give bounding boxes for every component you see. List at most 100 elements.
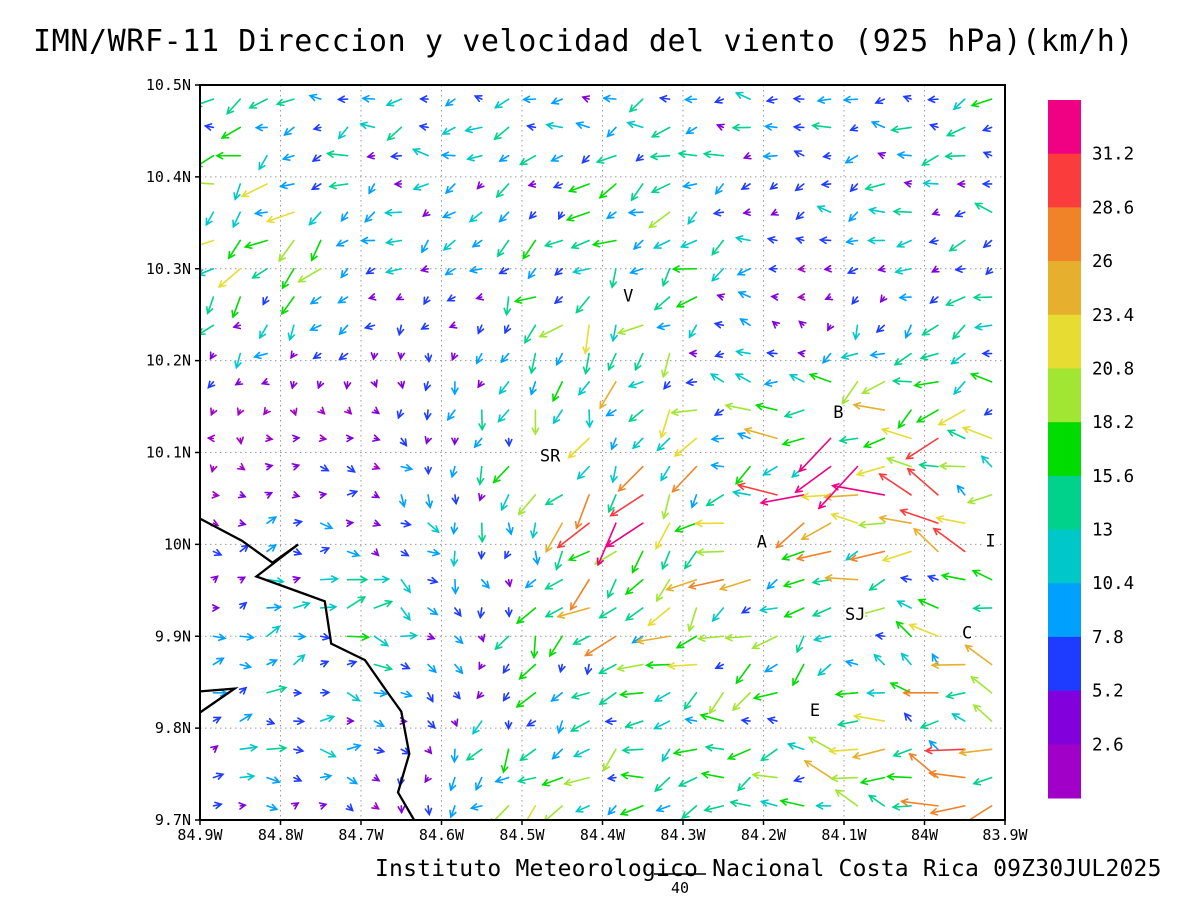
wind-vector bbox=[232, 296, 242, 318]
wind-vector-head bbox=[880, 427, 890, 435]
wind-vector bbox=[891, 126, 912, 131]
wind-vector-head bbox=[931, 208, 941, 216]
wind-vector-head bbox=[576, 471, 585, 480]
wind-vector-head bbox=[779, 798, 789, 806]
wind-vector bbox=[239, 746, 258, 751]
wind-vector bbox=[727, 748, 751, 760]
wind-vector-head bbox=[945, 129, 955, 137]
wind-vector-head bbox=[792, 677, 800, 687]
wind-vector-head bbox=[677, 779, 687, 787]
wind-vector bbox=[266, 578, 284, 583]
wind-vector-head bbox=[610, 333, 618, 343]
wind-vector bbox=[530, 381, 537, 395]
wind-vector bbox=[551, 748, 564, 760]
wind-vector-head bbox=[236, 436, 244, 445]
wind-vector-head bbox=[655, 804, 665, 813]
wind-vector bbox=[899, 296, 912, 299]
wind-vector-head bbox=[670, 408, 679, 416]
wind-vector-head bbox=[357, 596, 367, 604]
wind-vector-head bbox=[385, 99, 395, 107]
wind-vector-head bbox=[724, 402, 734, 411]
colorbar-label: 20.8 bbox=[1092, 359, 1134, 379]
wind-vector-head bbox=[792, 95, 801, 103]
wind-vector-head bbox=[898, 293, 907, 302]
wind-vector bbox=[973, 776, 993, 785]
wind-vector-head bbox=[931, 652, 939, 662]
wind-vector bbox=[498, 211, 510, 223]
wind-vector bbox=[662, 267, 671, 287]
wind-vector-head bbox=[972, 604, 981, 613]
wind-vector bbox=[941, 574, 966, 581]
wind-vector-head bbox=[211, 604, 221, 612]
wind-vector-head bbox=[552, 393, 560, 403]
wind-vector bbox=[266, 747, 287, 751]
wind-vector bbox=[822, 352, 832, 364]
wind-vector-head bbox=[970, 100, 980, 108]
wind-vector bbox=[212, 635, 226, 640]
colorbar-label: 2.6 bbox=[1092, 735, 1124, 755]
wind-vector-head bbox=[818, 236, 828, 245]
wind-vector-head bbox=[735, 476, 743, 485]
wind-vector-head bbox=[609, 509, 619, 517]
wind-vector-head bbox=[498, 154, 508, 163]
wind-vector bbox=[427, 494, 431, 509]
wind-vector-head bbox=[297, 653, 306, 662]
wind-vector-head bbox=[913, 380, 922, 389]
wind-vector bbox=[452, 522, 456, 535]
y-tick-label: 10N bbox=[164, 535, 191, 553]
wind-vector bbox=[892, 380, 912, 383]
wind-vector bbox=[518, 494, 537, 516]
wind-vector bbox=[441, 154, 456, 157]
wind-vector bbox=[845, 154, 859, 164]
wind-vector bbox=[893, 210, 912, 214]
wind-vector-head bbox=[731, 702, 741, 712]
wind-vector-head bbox=[451, 437, 459, 446]
wind-vector-head bbox=[598, 611, 608, 619]
colorbar-segment bbox=[1048, 368, 1081, 423]
wind-vector bbox=[469, 267, 483, 272]
wind-vector bbox=[835, 789, 859, 807]
wind-vector bbox=[972, 569, 993, 581]
wind-vector-head bbox=[444, 268, 454, 276]
colorbar-segment bbox=[1048, 583, 1081, 638]
wind-vector-head bbox=[740, 717, 749, 725]
wind-vector-head bbox=[370, 379, 378, 389]
wind-vector-head bbox=[268, 516, 278, 524]
wind-vector-head bbox=[928, 739, 937, 749]
wind-vector-head bbox=[858, 609, 868, 617]
wind-vector bbox=[925, 748, 966, 752]
wind-vector-head bbox=[795, 553, 805, 562]
wind-vector bbox=[930, 805, 966, 814]
wind-vector-head bbox=[351, 694, 361, 702]
wind-vector-head bbox=[360, 575, 369, 584]
wind-vector-head bbox=[953, 386, 962, 395]
wind-vector-head bbox=[492, 475, 501, 484]
wind-vector bbox=[493, 126, 510, 140]
wind-vector bbox=[235, 352, 242, 369]
wind-vector bbox=[634, 352, 644, 371]
wind-vector-head bbox=[570, 724, 579, 732]
wind-vector bbox=[764, 663, 778, 673]
wind-vector bbox=[813, 635, 832, 641]
wind-vector-head bbox=[567, 554, 577, 562]
wind-vector bbox=[557, 522, 590, 549]
wind-vector-head bbox=[384, 663, 394, 672]
wind-vector-head bbox=[290, 802, 300, 810]
wind-vector bbox=[293, 602, 310, 609]
wind-vector-head bbox=[822, 355, 830, 365]
wind-vector-head bbox=[478, 492, 486, 502]
wind-vector-head bbox=[903, 712, 912, 721]
wind-vector-head bbox=[633, 241, 642, 250]
wind-vectors-layer bbox=[199, 91, 994, 821]
wind-vector-head bbox=[635, 636, 645, 645]
x-tick-label: 83.9W bbox=[982, 826, 1028, 844]
wind-vector bbox=[319, 748, 337, 758]
wind-vector-head bbox=[973, 322, 983, 331]
wind-vector-head bbox=[429, 576, 439, 585]
wind-vector bbox=[863, 437, 886, 448]
wind-vector bbox=[881, 428, 912, 440]
wind-vector-head bbox=[203, 123, 213, 131]
wind-vector-head bbox=[504, 550, 512, 560]
wind-vector-head bbox=[340, 213, 349, 223]
wind-vector bbox=[279, 183, 295, 188]
